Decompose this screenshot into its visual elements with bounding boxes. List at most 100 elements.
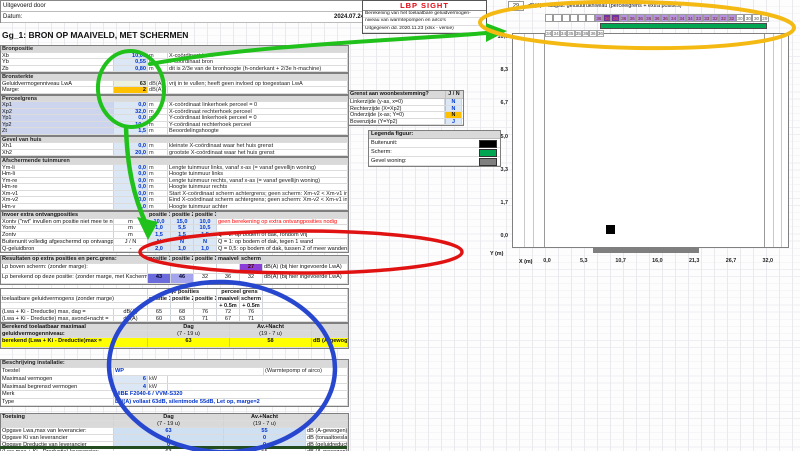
input-cell[interactable]: 10,5 [194,225,217,232]
xb-input[interactable]: 10,00 [114,52,148,58]
value-cell: 32 [194,274,217,284]
row-unit: m [148,164,168,170]
row-desc [263,302,348,309]
input-cell[interactable]: 0,0 [114,184,148,190]
grens-links-input[interactable]: N [445,99,462,105]
logo-subtitle-2: niveau van warmtepompen en airco's [363,18,486,26]
value-cell: positie 2 [172,212,194,218]
value-cell: + 0.5m [240,302,263,309]
row-label: Zb [1,65,114,71]
row-label [1,421,114,428]
row-desc: Lengte tuinmuur rechts, vanaf x-as (= va… [168,177,348,183]
row-desc: Start X-coördinaat scherm achtergrens; g… [169,190,348,196]
input-cell[interactable]: 2,0 [114,203,148,209]
toestel-input[interactable]: WP [114,368,264,376]
x-axis-ticks: 0,0 5,3 10,7 16,0 21,3 26,7 32,0 [488,258,788,266]
input-cell[interactable]: 5,5 [171,225,194,232]
input-cell[interactable]: N [171,238,194,245]
merk-input[interactable]: NIBE F2040-6 / VVM-S320 [114,391,348,398]
input-cell[interactable]: 0,0 [114,177,148,183]
input-cell[interactable]: 2,0 [148,245,171,252]
input-cell[interactable]: 0,0 [114,171,148,177]
strip-caption-row: 29 dB(A) laagste geluiddrukniveau (perce… [508,1,682,11]
strip-cell: 36 [661,14,670,22]
strip-cell: 36 [652,14,662,22]
input-cell[interactable]: 10,0 [148,218,171,225]
input-cell[interactable]: 10,0 [194,218,217,225]
input-cell[interactable]: 20,0 [114,197,148,203]
row-label: Merk [1,391,114,398]
row-label: Xm-v1 [1,190,114,196]
row-label: Linkerzijde (y-as, x=0) [349,99,445,105]
input-cell[interactable]: 0,0 [114,190,148,196]
x-tick-label: 0,0 [543,258,551,264]
lp-boven-scherm-value: 27 [240,264,263,274]
row-desc [217,225,348,232]
row-label: geluidvermogenniveau: [1,331,148,338]
figure-area: 10,0 8,3 6,7 5,0 3,3 1,7 0,0 0,0 5,3 10,7 16,0 21,… [488,33,800,273]
value-cell [194,302,217,309]
row-desc: vrij in te vullen; heeft geen invloed op… [168,80,348,86]
lwa-input[interactable]: 63 [114,80,148,86]
xp1-input[interactable]: 0,0 [114,102,148,108]
datum-label: Datum: [3,14,23,20]
row-label: Invoer extra ontvangposities [1,212,148,218]
row-label: Hm-v [1,203,114,209]
strip-cell: 34 [545,29,553,37]
datum-value[interactable]: 2024.07.24 [334,14,365,20]
row-unit: - [114,245,148,252]
input-cell[interactable]: 0,0 [114,164,148,170]
type-input[interactable]: LW(A) vollast 63dB, silentmode 55dB, Let… [114,398,348,406]
x-tick-label: 21,3 [688,258,700,264]
input-cell[interactable]: 15,0 [171,218,194,225]
level-strip-bottom: 34 34 34 35 35 36 36 36 [545,29,605,48]
grens-rechts-input[interactable]: N [445,105,462,112]
xh1-input[interactable]: 0,0 [114,143,148,149]
input-cell[interactable]: 1,5 [194,232,217,238]
marge-input[interactable]: 2 [114,87,148,93]
x-tick-label: 32,0 [762,258,774,264]
xh2-input[interactable]: 20,0 [114,149,148,155]
begrensd-vermogen-input[interactable]: 4 [114,383,148,391]
value-cell: 72 [217,309,240,315]
row-label: Ym-li [1,164,114,170]
zb-input[interactable]: 0,80 [114,65,148,71]
bron-marker [606,225,615,234]
yb-input[interactable]: 0,55 [114,59,148,65]
row-label: Geluidvermogenniveau LwA [1,80,114,86]
row-desc: Y-coördinaat rechterhoek perceel [168,121,348,127]
row-desc: X-coördinaat bron [168,52,348,58]
input-cell[interactable]: N [194,238,217,245]
y-tick-label: 1,7 [500,200,509,206]
row-unit: m [148,121,168,127]
section-tuinmuren: Afschermende tuinmuren Ym-li 0,0 m Lengte tu… [0,157,349,211]
yp1-input[interactable]: 0,0 [114,115,148,121]
strip-cell: 29 [760,14,770,22]
yp2-input[interactable]: 10,0 [114,121,148,127]
input-cell[interactable]: 1,0 [171,245,194,252]
row-desc: Q = 1: op bodem of dak, tegen 1 wand [217,238,348,245]
opgave-ki-dag[interactable]: 0 [114,435,224,442]
row-desc: Y-coördinaat linkerhoek perceel = 0 [168,115,348,121]
grens-onder-input[interactable]: N [445,112,462,118]
input-cell[interactable]: 1,0 [148,225,171,232]
row-desc: dit is 2/3e van de bronhoogte (h-onderka… [168,65,348,71]
input-cell[interactable]: 1,5 [171,232,194,238]
row-label: Xp1 [1,102,114,108]
opgave-lwa-dag[interactable]: 63 [114,428,224,435]
row-desc: dB(A) (bij hier ingevoerde LwA) [263,274,348,284]
grens-boven-input[interactable]: J [445,118,462,125]
row-unit: m [148,115,168,121]
value-cell [217,264,240,274]
input-cell[interactable]: 1,5 [148,232,171,238]
row-unit: m [148,149,168,155]
strip-cell: 30 [744,14,753,22]
vermogen-input[interactable]: 6 [114,376,148,383]
zt-input[interactable]: 1,5 [114,128,148,134]
input-cell[interactable]: 1,0 [194,245,217,252]
input-cell[interactable]: N [148,238,171,245]
opgave-ki-nacht[interactable]: 0 [224,435,306,442]
xp2-input[interactable]: 32,0 [114,108,148,114]
strip-cell [569,14,579,22]
opgave-lwa-nacht[interactable]: 55 [224,428,306,435]
